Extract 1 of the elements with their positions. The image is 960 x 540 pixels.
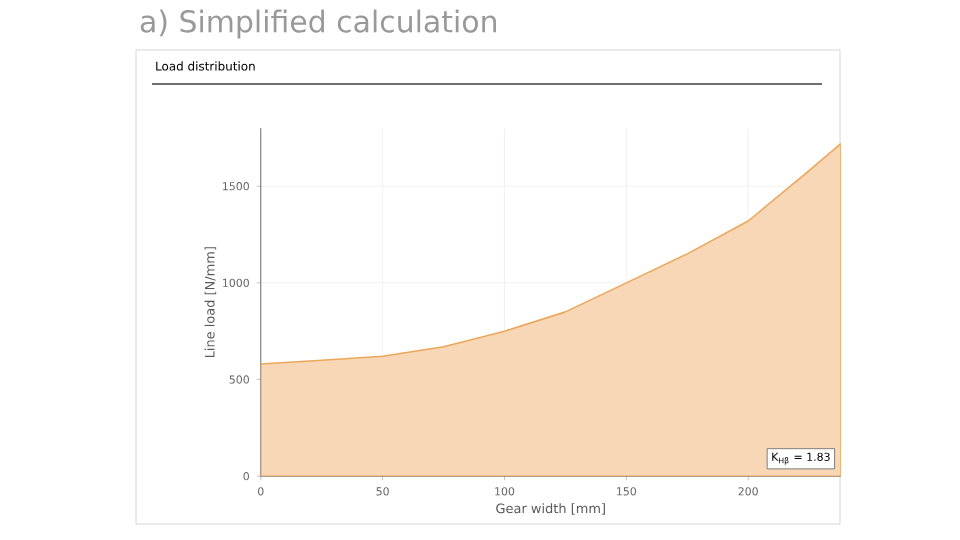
chart-title: a) Simplified calculation [140, 9, 496, 39]
